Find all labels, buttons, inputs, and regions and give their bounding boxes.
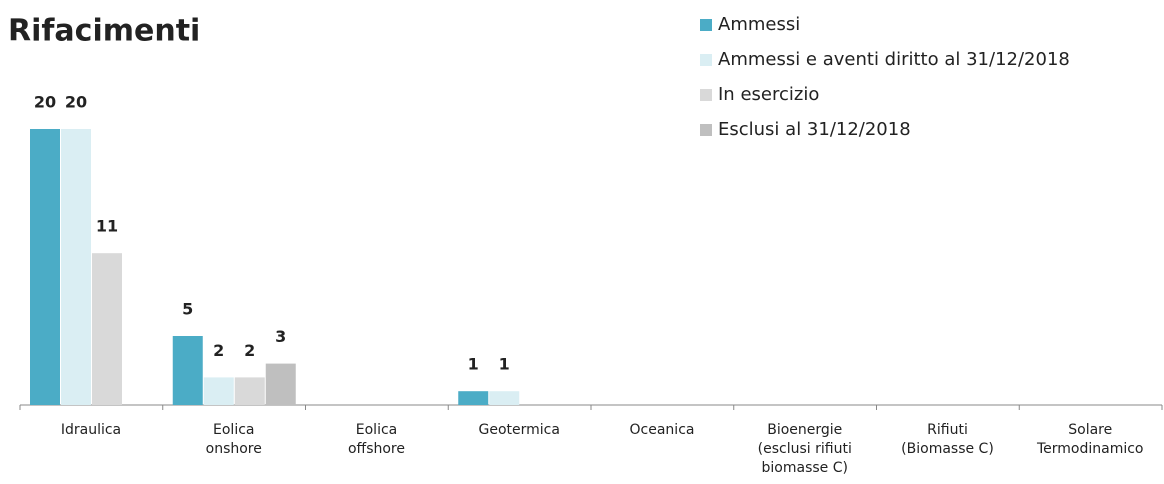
bar	[92, 253, 122, 405]
x-tick-label: Idraulica	[60, 422, 122, 438]
legend-swatch	[700, 19, 712, 31]
legend-label: In esercizio	[718, 84, 819, 105]
x-tick-label: Eolica offshore	[347, 422, 405, 457]
data-label: 20	[34, 93, 56, 112]
bar	[172, 336, 203, 405]
legend-swatch	[700, 89, 712, 101]
data-label: 5	[182, 300, 193, 319]
legend-swatch	[700, 124, 712, 136]
x-tick-label: Oceanica	[629, 422, 695, 438]
legend-label: Ammessi	[718, 14, 800, 35]
data-label: 20	[65, 93, 87, 112]
x-tick-label: Rifiuti (Biomasse C)	[901, 422, 994, 457]
bar	[61, 129, 91, 405]
bar	[30, 129, 60, 405]
data-label: 1	[468, 355, 479, 374]
bar	[265, 363, 296, 405]
bar	[489, 391, 520, 405]
bar	[458, 391, 489, 405]
data-label: 11	[96, 217, 118, 236]
data-label: 1	[499, 355, 510, 374]
x-tick-label: Geotermica	[478, 422, 560, 438]
data-label: 2	[244, 341, 255, 360]
legend-swatch	[700, 54, 712, 66]
legend-label: Esclusi al 31/12/2018	[718, 119, 911, 140]
x-tick-label: Eolica onshore	[205, 422, 262, 457]
data-label: 2	[213, 341, 224, 360]
legend-label: Ammessi e aventi diritto al 31/12/2018	[718, 49, 1070, 70]
x-tick-label: Bioenergie (esclusi rifiuti biomasse C)	[757, 422, 852, 476]
chart-title: Rifacimenti	[8, 14, 200, 49]
x-tick-label: Solare Termodinamico	[1036, 422, 1144, 457]
bar	[203, 377, 234, 405]
bar	[234, 377, 265, 405]
data-label: 3	[275, 327, 286, 346]
